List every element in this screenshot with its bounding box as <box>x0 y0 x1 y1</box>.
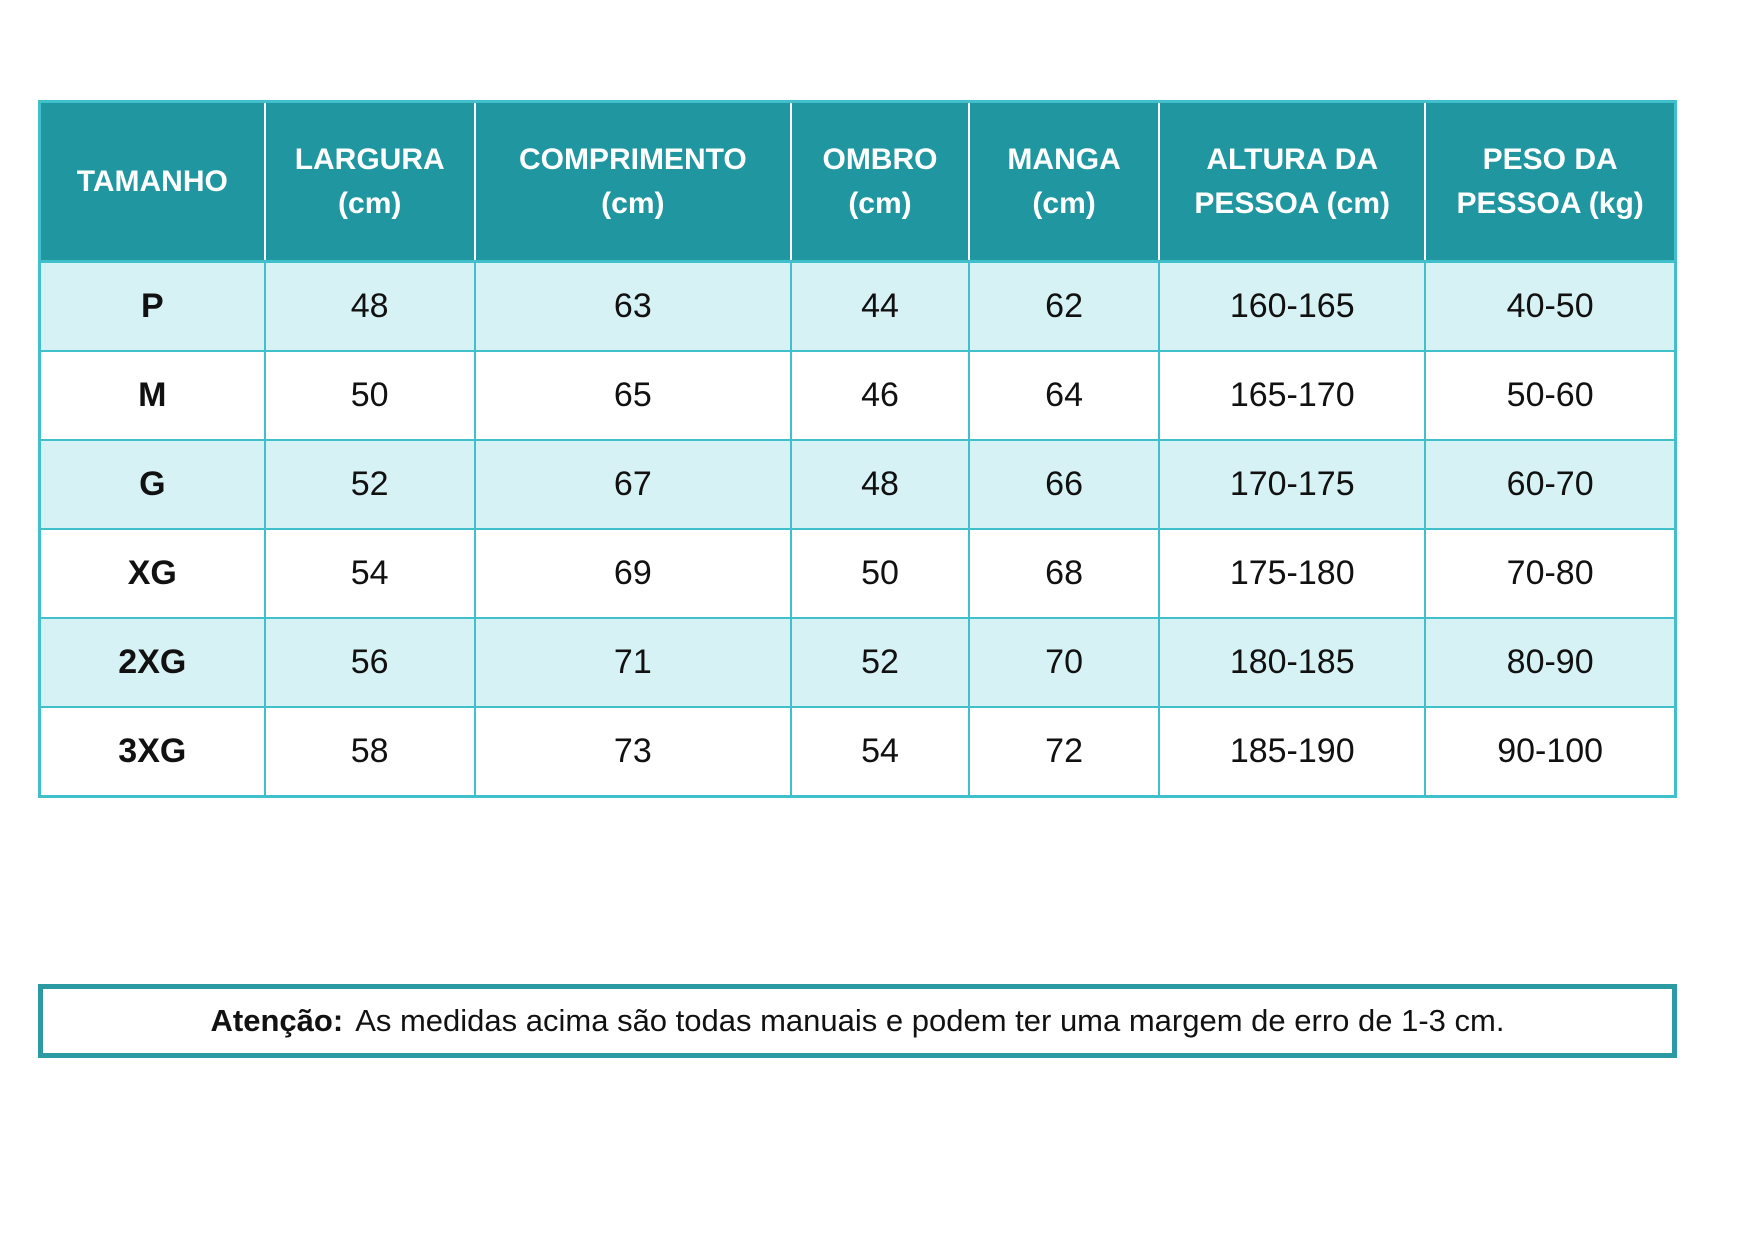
table-cell: 62 <box>968 260 1161 352</box>
table-cell: 80-90 <box>1424 617 1677 708</box>
size-chart: TAMANHO LARGURA (cm) COMPRIMENTO (cm) OM… <box>38 100 1677 798</box>
column-unit: PESSOA (cm) <box>1194 186 1391 220</box>
table-cell: 70 <box>968 617 1161 708</box>
table-cell: 180-185 <box>1158 617 1427 708</box>
column-title: LARGURA <box>294 142 445 176</box>
column-header-comprimento: COMPRIMENTO (cm) <box>474 101 792 263</box>
table-row: XG 54 69 50 68 175-180 70-80 <box>38 528 1677 619</box>
table-row: P 48 63 44 62 160-165 40-50 <box>38 260 1677 352</box>
size-label: M <box>38 350 266 441</box>
table-cell: 71 <box>473 617 792 708</box>
table-cell: 68 <box>968 528 1161 619</box>
table-cell: 60-70 <box>1424 439 1677 530</box>
table-row: M 50 65 46 64 165-170 50-60 <box>38 350 1677 441</box>
table-cell: 73 <box>473 706 792 798</box>
table-cell: 70-80 <box>1424 528 1677 619</box>
column-header-largura: LARGURA (cm) <box>264 101 476 263</box>
table-cell: 67 <box>473 439 792 530</box>
column-unit: PESSOA (kg) <box>1456 186 1644 220</box>
table-row: 2XG 56 71 52 70 180-185 80-90 <box>38 617 1677 708</box>
table-cell: 50 <box>789 528 971 619</box>
column-unit: (cm) <box>601 186 665 220</box>
column-header-manga: MANGA (cm) <box>969 101 1161 263</box>
column-title: MANGA <box>1007 142 1121 176</box>
column-header-ombro: OMBRO (cm) <box>790 101 971 263</box>
table-row: G 52 67 48 66 170-175 60-70 <box>38 439 1677 530</box>
attention-note-label: Atenção: <box>210 1003 344 1038</box>
table-cell: 63 <box>473 260 792 352</box>
table-cell: 160-165 <box>1158 260 1427 352</box>
size-label: 3XG <box>38 706 266 798</box>
table-cell: 48 <box>263 260 476 352</box>
size-label: P <box>38 260 266 352</box>
table-cell: 65 <box>473 350 792 441</box>
table-cell: 50 <box>263 350 476 441</box>
column-header-tamanho: TAMANHO <box>39 101 266 263</box>
column-unit: (cm) <box>1032 186 1096 220</box>
table-cell: 54 <box>789 706 971 798</box>
size-label: XG <box>38 528 266 619</box>
column-title: COMPRIMENTO <box>518 142 747 176</box>
table-cell: 52 <box>263 439 476 530</box>
column-title: TAMANHO <box>76 164 228 198</box>
table-cell: 66 <box>968 439 1161 530</box>
table-cell: 185-190 <box>1158 706 1427 798</box>
table-cell: 56 <box>263 617 476 708</box>
table-cell: 90-100 <box>1424 706 1677 798</box>
header-row: TAMANHO LARGURA (cm) COMPRIMENTO (cm) OM… <box>39 101 1676 263</box>
size-label: 2XG <box>38 617 266 708</box>
column-title: PESO DA <box>1482 142 1618 176</box>
column-header-altura-pessoa: ALTURA DA PESSOA (cm) <box>1159 101 1427 263</box>
table-cell: 69 <box>473 528 792 619</box>
table-cell: 58 <box>263 706 476 798</box>
column-header-peso-pessoa: PESO DA PESSOA (kg) <box>1425 101 1676 263</box>
table-cell: 48 <box>789 439 971 530</box>
table-cell: 44 <box>789 260 971 352</box>
column-unit: (cm) <box>338 186 402 220</box>
table-cell: 50-60 <box>1424 350 1677 441</box>
table-cell: 52 <box>789 617 971 708</box>
table-cell: 165-170 <box>1158 350 1427 441</box>
attention-note: Atenção: As medidas acima são todas manu… <box>38 984 1677 1058</box>
table-cell: 54 <box>263 528 476 619</box>
table-cell: 175-180 <box>1158 528 1427 619</box>
size-chart-table: TAMANHO LARGURA (cm) COMPRIMENTO (cm) OM… <box>38 100 1677 798</box>
column-title: ALTURA DA <box>1206 142 1379 176</box>
column-unit: (cm) <box>848 186 912 220</box>
table-cell: 64 <box>968 350 1161 441</box>
table-cell: 170-175 <box>1158 439 1427 530</box>
table-cell: 40-50 <box>1424 260 1677 352</box>
column-title: OMBRO <box>822 142 938 176</box>
table-cell: 72 <box>968 706 1161 798</box>
attention-note-text: As medidas acima são todas manuais e pod… <box>355 1003 1505 1038</box>
table-cell: 46 <box>789 350 971 441</box>
size-label: G <box>38 439 266 530</box>
table-row: 3XG 58 73 54 72 185-190 90-100 <box>38 706 1677 798</box>
